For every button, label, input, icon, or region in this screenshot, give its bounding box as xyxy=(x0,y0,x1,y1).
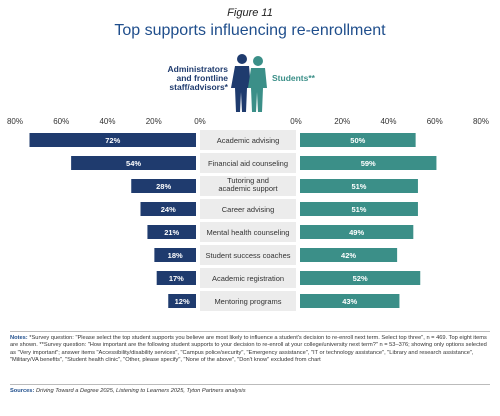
student-value-label: 51% xyxy=(351,182,366,191)
admin-value-label: 17% xyxy=(169,274,184,283)
admin-bar xyxy=(168,294,196,308)
admin-bar xyxy=(29,133,196,147)
notes-label: Notes: xyxy=(10,335,28,341)
category-label-bg xyxy=(200,291,296,311)
category-label: Student success coaches xyxy=(205,251,290,260)
category-label: Academic advising xyxy=(217,136,280,145)
left-tick-label: 60% xyxy=(53,117,69,126)
category-label: Mentoring programs xyxy=(214,297,281,306)
admin-value-label: 18% xyxy=(168,251,183,260)
student-bar xyxy=(300,179,418,193)
category-label: academic support xyxy=(218,184,278,193)
right-tick-label: 80% xyxy=(473,117,489,126)
admin-bar xyxy=(154,248,196,262)
student-value-label: 49% xyxy=(349,228,364,237)
legend-admin-label: Administrators and frontline staff/advis… xyxy=(167,64,228,92)
student-bar xyxy=(300,156,437,170)
chart-sources: Sources: Driving Toward a Degree 2025, L… xyxy=(10,388,490,394)
chart-title: Top supports influencing re-enrollment xyxy=(114,22,386,39)
admin-bar xyxy=(131,179,196,193)
category-label-bg xyxy=(200,130,296,150)
student-bar xyxy=(300,202,418,216)
left-tick-label: 80% xyxy=(7,117,23,126)
admin-value-label: 21% xyxy=(164,228,179,237)
left-tick-label: 40% xyxy=(99,117,115,126)
sources-divider xyxy=(10,384,490,385)
category-label: Career advising xyxy=(222,205,275,214)
category-label: Mental health counseling xyxy=(207,228,290,237)
category-label: Tutoring and xyxy=(227,176,269,185)
category-label-bg xyxy=(200,268,296,288)
notes-divider xyxy=(10,331,490,332)
chart-notes: Notes: *Survey question: "Please select … xyxy=(10,335,490,365)
student-value-label: 52% xyxy=(353,274,368,283)
people-illustration-icon xyxy=(231,54,267,112)
notes-text: *Survey question: "Please select the top… xyxy=(10,335,487,364)
figure-label: Figure 11 xyxy=(227,7,273,19)
admin-bar xyxy=(71,156,196,170)
category-label-bg xyxy=(200,222,296,242)
admin-bar xyxy=(140,202,196,216)
student-bar xyxy=(300,248,398,262)
category-label: Financial aid counseling xyxy=(208,159,288,168)
right-tick-label: 0% xyxy=(290,117,302,126)
category-label-bg xyxy=(200,245,296,265)
right-tick-label: 40% xyxy=(380,117,396,126)
right-tick-label: 60% xyxy=(427,117,443,126)
admin-bar xyxy=(147,225,196,239)
student-value-label: 43% xyxy=(342,297,357,306)
sources-text: Driving Toward a Degree 2025, Listening … xyxy=(35,388,246,394)
admin-value-label: 54% xyxy=(126,159,141,168)
student-bar xyxy=(300,271,421,285)
student-value-label: 51% xyxy=(351,205,366,214)
admin-value-label: 12% xyxy=(175,297,190,306)
legend-students-label: Students** xyxy=(272,73,315,83)
butterfly-bar-chart: 80% 60% 40% 20% 0% 0% 20% 40% 60% 80% Academic adv… xyxy=(7,117,489,311)
admin-value-label: 72% xyxy=(105,136,120,145)
admin-value-label: 24% xyxy=(161,205,176,214)
category-label: Academic registration xyxy=(212,274,284,283)
student-bar xyxy=(300,133,416,147)
admin-bar xyxy=(156,271,196,285)
student-bar xyxy=(300,294,400,308)
student-value-label: 42% xyxy=(341,251,356,260)
left-tick-label: 20% xyxy=(146,117,162,126)
admin-value-label: 28% xyxy=(156,182,171,191)
sources-label: Sources: xyxy=(10,388,35,394)
student-value-label: 50% xyxy=(350,136,365,145)
category-label-bg xyxy=(200,176,296,196)
left-tick-label: 0% xyxy=(194,117,206,126)
student-value-label: 59% xyxy=(361,159,376,168)
right-tick-label: 20% xyxy=(334,117,350,126)
category-label-bg xyxy=(200,199,296,219)
student-bar xyxy=(300,225,414,239)
category-label-bg xyxy=(200,153,296,173)
